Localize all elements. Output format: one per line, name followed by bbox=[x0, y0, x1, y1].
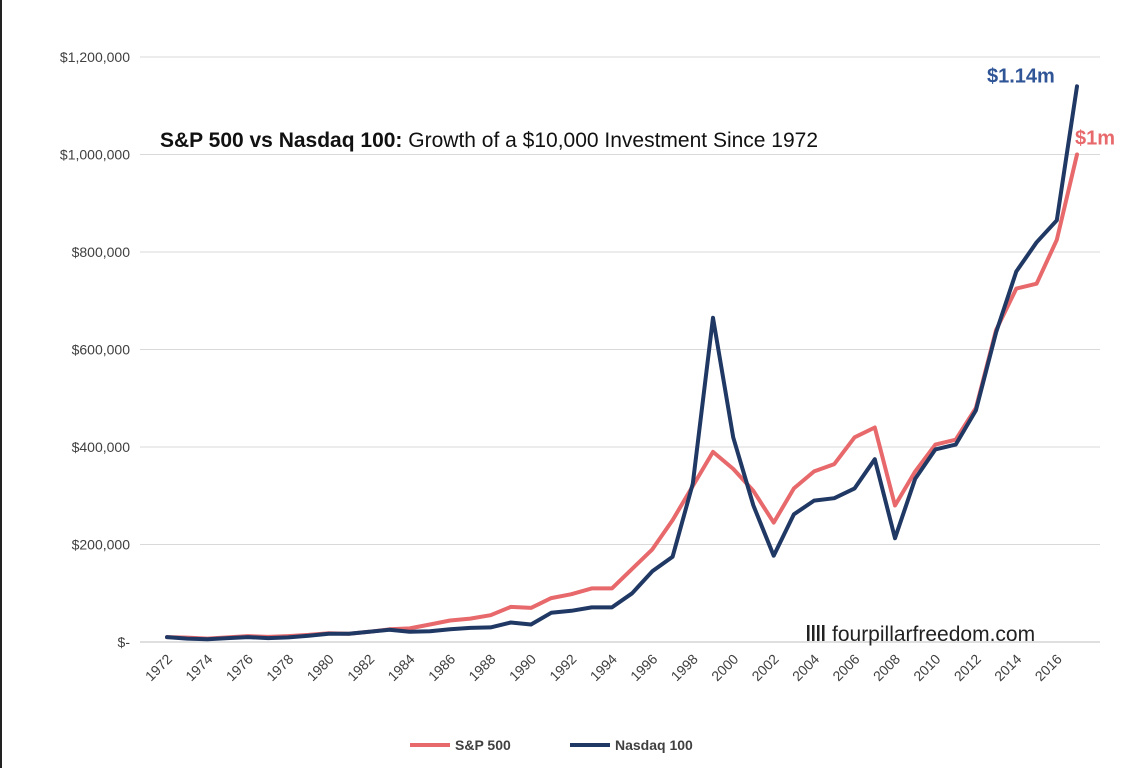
series-lines bbox=[165, 84, 1079, 642]
x-tick-label: 2010 bbox=[910, 651, 943, 684]
y-tick-label: $200,000 bbox=[72, 537, 131, 553]
x-tick-label: 1986 bbox=[425, 651, 458, 684]
end-label: $1m bbox=[1075, 128, 1115, 150]
x-tick-label: 1988 bbox=[465, 651, 498, 684]
x-tick-label: 2002 bbox=[748, 651, 781, 684]
x-tick-label: 1996 bbox=[627, 651, 660, 684]
x-tick-label: 1998 bbox=[668, 651, 701, 684]
x-tick-label: 2008 bbox=[870, 651, 903, 684]
y-tick-label: $- bbox=[118, 634, 131, 650]
x-tick-label: 1992 bbox=[546, 651, 579, 684]
x-tick-label: 1974 bbox=[182, 651, 215, 684]
x-tick-label: 1994 bbox=[587, 651, 620, 684]
chart-title-rest: Growth of a $10,000 Investment Since 197… bbox=[402, 129, 818, 152]
y-tick-label: $400,000 bbox=[72, 439, 131, 455]
chart-title-bold: S&P 500 vs Nasdaq 100: bbox=[160, 129, 402, 152]
x-tick-label: 1984 bbox=[384, 651, 417, 684]
x-tick-label: 2000 bbox=[708, 651, 741, 684]
y-tick-label: $1,200,000 bbox=[60, 49, 130, 65]
series-line-nasdaq-100 bbox=[165, 84, 1079, 642]
x-tick-label: 2016 bbox=[1032, 651, 1065, 684]
watermark: fourpillarfreedom.com bbox=[807, 623, 1035, 646]
y-tick-label: $600,000 bbox=[72, 342, 131, 358]
x-tick-label: 2014 bbox=[991, 651, 1024, 684]
end-label: $1.14m bbox=[987, 65, 1055, 87]
legend: S&P 500 Nasdaq 100 bbox=[410, 737, 693, 753]
x-tick-label: 1972 bbox=[142, 651, 175, 684]
x-tick-label: 1978 bbox=[263, 651, 296, 684]
x-tick-label: 1980 bbox=[304, 651, 337, 684]
x-tick-label: 2004 bbox=[789, 651, 822, 684]
chart-title: S&P 500 vs Nasdaq 100: Growth of a $10,0… bbox=[160, 129, 818, 152]
legend-label: S&P 500 bbox=[455, 737, 511, 753]
x-axis-ticks: 1972 1974 1976 1978 1980 1982 1984 1986 1988 1990… bbox=[142, 651, 1065, 684]
end-value-labels: $1.14m $1m bbox=[987, 65, 1115, 149]
frame-left-border bbox=[0, 0, 2, 768]
x-tick-label: 1976 bbox=[223, 651, 256, 684]
x-tick-label: 1982 bbox=[344, 651, 377, 684]
x-tick-label: 1990 bbox=[506, 651, 539, 684]
x-tick-label: 2012 bbox=[951, 651, 984, 684]
y-tick-label: $800,000 bbox=[72, 244, 131, 260]
legend-label: Nasdaq 100 bbox=[615, 737, 693, 753]
x-tick-label: 2006 bbox=[829, 651, 862, 684]
y-axis-ticks: $- $200,000 $400,000 $600,000 $800,000 $1,000… bbox=[60, 49, 130, 650]
series-line-s-p-500 bbox=[165, 152, 1079, 641]
four-bars-logo-icon bbox=[807, 625, 825, 641]
y-tick-label: $1,000,000 bbox=[60, 147, 130, 163]
watermark-text: fourpillarfreedom.com bbox=[832, 623, 1035, 646]
